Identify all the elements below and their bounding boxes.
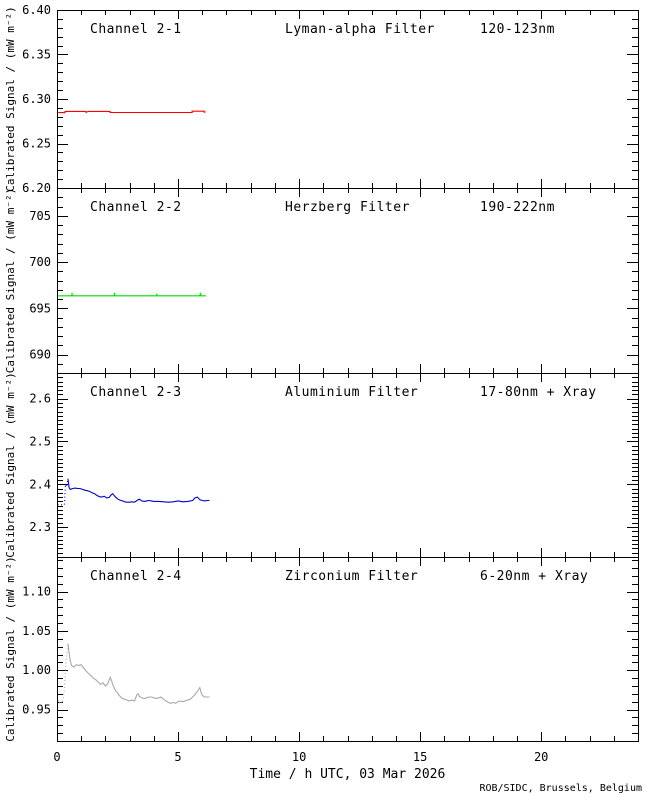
panel-channel-label: Channel 2-2 (90, 200, 182, 215)
y-tick-label: 695 (29, 301, 51, 315)
x-tick-label: 15 (413, 750, 427, 764)
y-tick-label: 0.95 (22, 703, 51, 717)
panel-channel-label: Channel 2-4 (90, 569, 182, 584)
y-tick-label: 2.4 (29, 477, 51, 491)
y-tick-label: 6.35 (22, 48, 51, 62)
data-series-solid (67, 643, 210, 704)
panel-frame (57, 373, 639, 558)
panel-band-label: 17-80nm + Xray (480, 385, 597, 400)
panel-filter-label: Aluminium Filter (285, 385, 418, 400)
y-tick-label: 6.20 (22, 181, 51, 195)
x-axis: 0 5 10 15 20 Time / h UTC, 03 Mar 2026 ROB/SID… (53, 750, 642, 794)
y-tick-label: 690 (29, 348, 51, 362)
data-series-dotted (57, 643, 69, 705)
x-tick-label: 10 (292, 750, 306, 764)
y-axis-title: Calibrated Signal / (mW m⁻²) (4, 556, 17, 741)
data-series-solid (58, 110, 206, 114)
panel-channel-label: Channel 2-1 (90, 22, 182, 37)
panel-band-label: 120-123nm (480, 22, 555, 37)
y-tick-label: 6.40 (22, 3, 51, 17)
panel-channel-2-1: 6.20 6.25 6.30 6.35 6.40 Channel 2-1 Lyman-alp… (4, 3, 639, 195)
y-axis-title: Calibrated Signal / (mW m⁻²) (4, 188, 17, 373)
panel-channel-2-3: 2.3 2.4 2.5 2.6 Channel 2-3 Aluminium Filter 1… (4, 372, 639, 558)
x-tick-label: 5 (174, 750, 181, 764)
y-axis-title: Calibrated Signal / (mW m⁻²) (4, 372, 17, 557)
y-tick-label: 2.5 (29, 434, 51, 448)
y-tick-label: 700 (29, 255, 51, 269)
panel-filter-label: Lyman-alpha Filter (285, 22, 435, 37)
y-tick-label: 1.00 (22, 663, 51, 677)
panel-frame (57, 188, 639, 374)
panel-frame (57, 10, 639, 189)
x-tick-label: 0 (53, 750, 60, 764)
panel-band-label: 190-222nm (480, 200, 555, 215)
panel-filter-label: Herzberg Filter (285, 200, 410, 215)
x-axis-title: Time / h UTC, 03 Mar 2026 (250, 767, 446, 782)
panel-frame (57, 557, 639, 742)
panel-band-label: 6-20nm + Xray (480, 569, 588, 584)
y-tick-label: 1.05 (22, 624, 51, 638)
y-axis-title: Calibrated Signal / (mW m⁻²) (4, 6, 17, 191)
panel-filter-label: Zirconium Filter (285, 569, 418, 584)
panel-channel-2-2: 690 695 700 705 Channel 2-2 Herzberg Filter 19… (4, 188, 639, 374)
data-series-solid (58, 291, 206, 297)
x-tick-label: 20 (534, 750, 548, 764)
y-tick-label: 6.30 (22, 92, 51, 106)
y-tick-label: 2.3 (29, 520, 51, 534)
data-series-solid (67, 478, 210, 503)
credit-text: ROB/SIDC, Brussels, Belgium (479, 783, 642, 794)
panel-channel-label: Channel 2-3 (90, 385, 182, 400)
panel-channel-2-4: 0.95 1.00 1.05 1.10 Channel 2-4 Zirconium Fil… (4, 556, 639, 742)
y-tick-label: 1.10 (22, 585, 51, 599)
y-tick-label: 705 (29, 209, 51, 223)
y-tick-label: 6.25 (22, 137, 51, 151)
y-tick-label: 2.6 (29, 392, 51, 406)
data-series-dotted (57, 478, 69, 506)
